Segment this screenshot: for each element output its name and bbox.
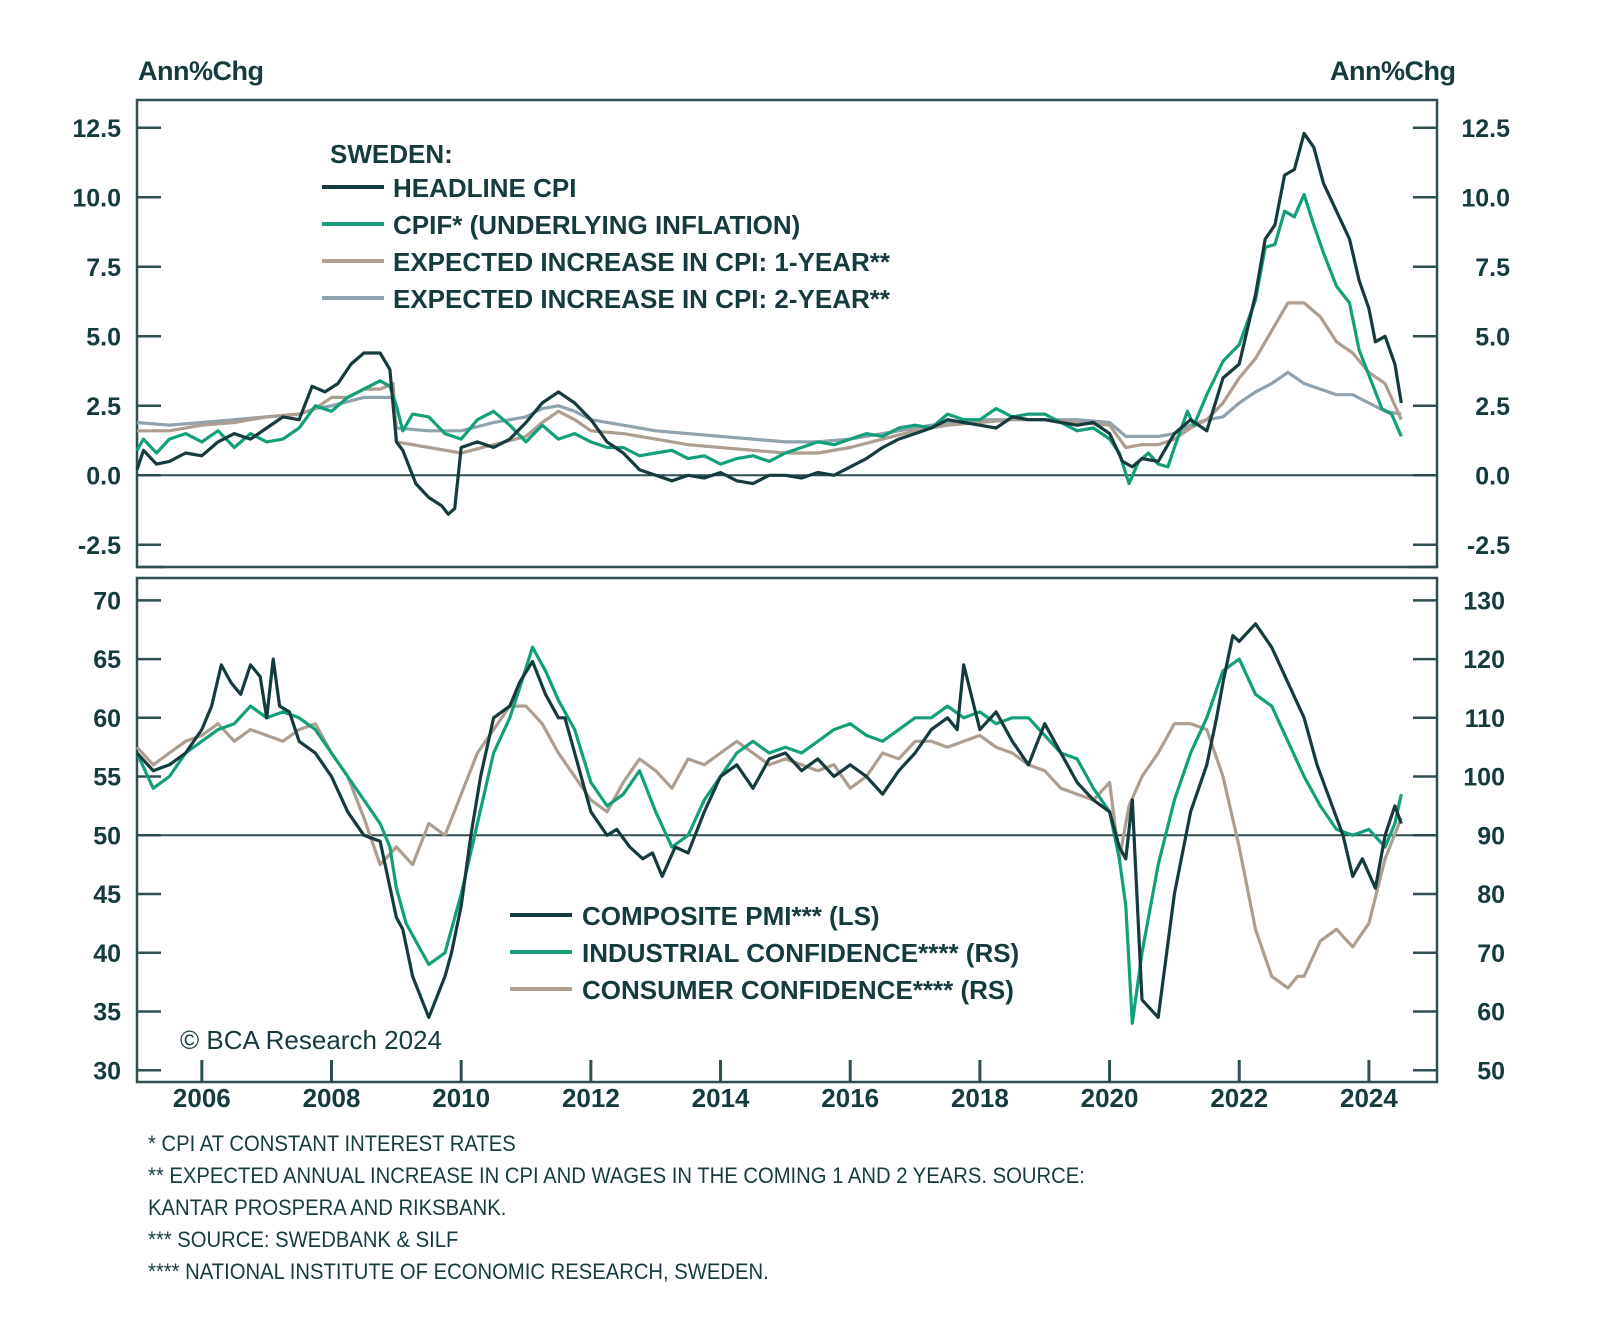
bottom-panel: 30 35 40 45 50 55 60 65 70 50 60 70 80 90 100 110 120 130…: [93, 565, 1505, 1113]
footnote: ** EXPECTED ANNUAL INCREASE IN CPI AND W…: [148, 1163, 1085, 1188]
legend-label: CPIF* (UNDERLYING INFLATION): [393, 210, 800, 240]
x-tick-label: 2008: [303, 1083, 361, 1113]
bottom-series-group: [135, 622, 1403, 1025]
legend-label: CONSUMER CONFIDENCE**** (RS): [582, 975, 1014, 1005]
y-tick-label-right: 5.0: [1475, 323, 1510, 351]
top-legend: SWEDEN: HEADLINE CPI CPIF* (UNDERLYING IN…: [322, 139, 891, 314]
bottom-y-ticks: 30 35 40 45 50 55 60 65 70 50 60 70 80 90 100 110 120 130: [93, 565, 1505, 1085]
y-tick-label-right: 100: [1463, 764, 1505, 792]
right-axis-title: Ann%Chg: [1330, 56, 1456, 86]
top-panel: -2.5 -2.5 0.0 0.0 2.5 2.5 5.0 5.0 7.5 7.5 10.0 10.0…: [72, 98, 1510, 569]
x-tick-label: 2024: [1340, 1083, 1398, 1113]
legend-label: EXPECTED INCREASE IN CPI: 1-YEAR**: [393, 247, 891, 277]
y-tick-label-right: 70: [1477, 940, 1505, 968]
y-tick-label-left: 40: [93, 940, 121, 968]
y-tick-label-left: 10.0: [72, 184, 121, 212]
y-tick-label-right: 10.0: [1461, 184, 1510, 212]
x-tick-label: 2016: [821, 1083, 879, 1113]
top-panel-frame: [135, 98, 1439, 569]
legend-label: COMPOSITE PMI*** (LS): [582, 901, 880, 931]
y-tick-label-left: 65: [93, 646, 121, 674]
y-tick-label-right: 7.5: [1475, 254, 1510, 282]
x-tick-label: 2020: [1081, 1083, 1139, 1113]
bottom-legend: COMPOSITE PMI*** (LS) INDUSTRIAL CONFIDEN…: [510, 901, 1019, 1005]
legend-label: HEADLINE CPI: [393, 173, 576, 203]
y-tick-label-left: 0.0: [86, 462, 121, 490]
y-tick-label-left: 70: [93, 587, 121, 615]
y-tick-label-right: -2.5: [1467, 532, 1510, 560]
y-tick-label-left: 12.5: [72, 115, 121, 143]
y-tick-label-left: 60: [93, 705, 121, 733]
footnotes: * CPI AT CONSTANT INTEREST RATES ** EXPE…: [148, 1128, 1085, 1288]
series-line-cpif-underlying-inflation: [135, 192, 1403, 486]
legend-label: EXPECTED INCREASE IN CPI: 2-YEAR**: [393, 284, 891, 314]
y-tick-label-right: 120: [1463, 646, 1505, 674]
y-tick-label-left: 35: [93, 999, 121, 1027]
series-line-expected-increase-in-cpi-1-year: [137, 301, 1403, 455]
y-tick-label-left: 5.0: [86, 323, 121, 351]
x-tick-label: 2018: [951, 1083, 1009, 1113]
y-tick-label-right: 80: [1477, 881, 1505, 909]
y-tick-label-right: 50: [1477, 1057, 1505, 1085]
y-tick-label-right: 60: [1477, 999, 1505, 1027]
y-tick-label-left: 30: [93, 1057, 121, 1085]
footnote: **** NATIONAL INSTITUTE OF ECONOMIC RESE…: [148, 1259, 769, 1284]
top-y-ticks: -2.5 -2.5 0.0 0.0 2.5 2.5 5.0 5.0 7.5 7.5 10.0 10.0…: [72, 115, 1510, 560]
y-tick-label-left: 55: [93, 764, 121, 792]
left-axis-title: Ann%Chg: [138, 56, 264, 86]
y-tick-label-right: 130: [1463, 587, 1505, 615]
series-line-headline-cpi: [135, 131, 1403, 516]
bottom-panel-frame: [135, 576, 1439, 1084]
y-tick-label-right: 2.5: [1475, 393, 1510, 421]
y-tick-label-right: 110: [1465, 705, 1505, 733]
x-tick-label: 2012: [562, 1083, 620, 1113]
y-tick-label-right: 12.5: [1461, 115, 1510, 143]
y-tick-label-left: 45: [93, 881, 121, 909]
top-legend-title: SWEDEN:: [330, 139, 453, 169]
y-tick-label-left: 7.5: [86, 254, 121, 282]
legend-label: INDUSTRIAL CONFIDENCE**** (RS): [582, 938, 1019, 968]
y-tick-label-right: 90: [1477, 822, 1505, 850]
footnote: * CPI AT CONSTANT INTEREST RATES: [148, 1131, 516, 1156]
series-line-composite-pmi-ls: [135, 622, 1403, 1019]
x-tick-label: 2006: [173, 1083, 231, 1113]
footnote: *** SOURCE: SWEDBANK & SILF: [148, 1227, 459, 1252]
y-tick-label-left: 2.5: [86, 393, 121, 421]
watermark: © BCA Research 2024: [180, 1025, 442, 1055]
y-tick-label-right: 0.0: [1475, 462, 1510, 490]
top-series-group: [135, 131, 1403, 516]
x-ticks: 2006 2008 2010 2012 2014 2016 2018 2020 2022 2024: [173, 1060, 1398, 1113]
footnote: KANTAR PROSPERA AND RIKSBANK.: [148, 1195, 507, 1220]
x-tick-label: 2010: [432, 1083, 490, 1113]
x-tick-label: 2022: [1210, 1083, 1268, 1113]
series-line-industrial-confidence-rs: [135, 645, 1403, 1025]
y-tick-label-left: -2.5: [78, 532, 121, 560]
y-tick-label-left: 50: [93, 822, 121, 850]
x-tick-label: 2014: [692, 1083, 750, 1113]
